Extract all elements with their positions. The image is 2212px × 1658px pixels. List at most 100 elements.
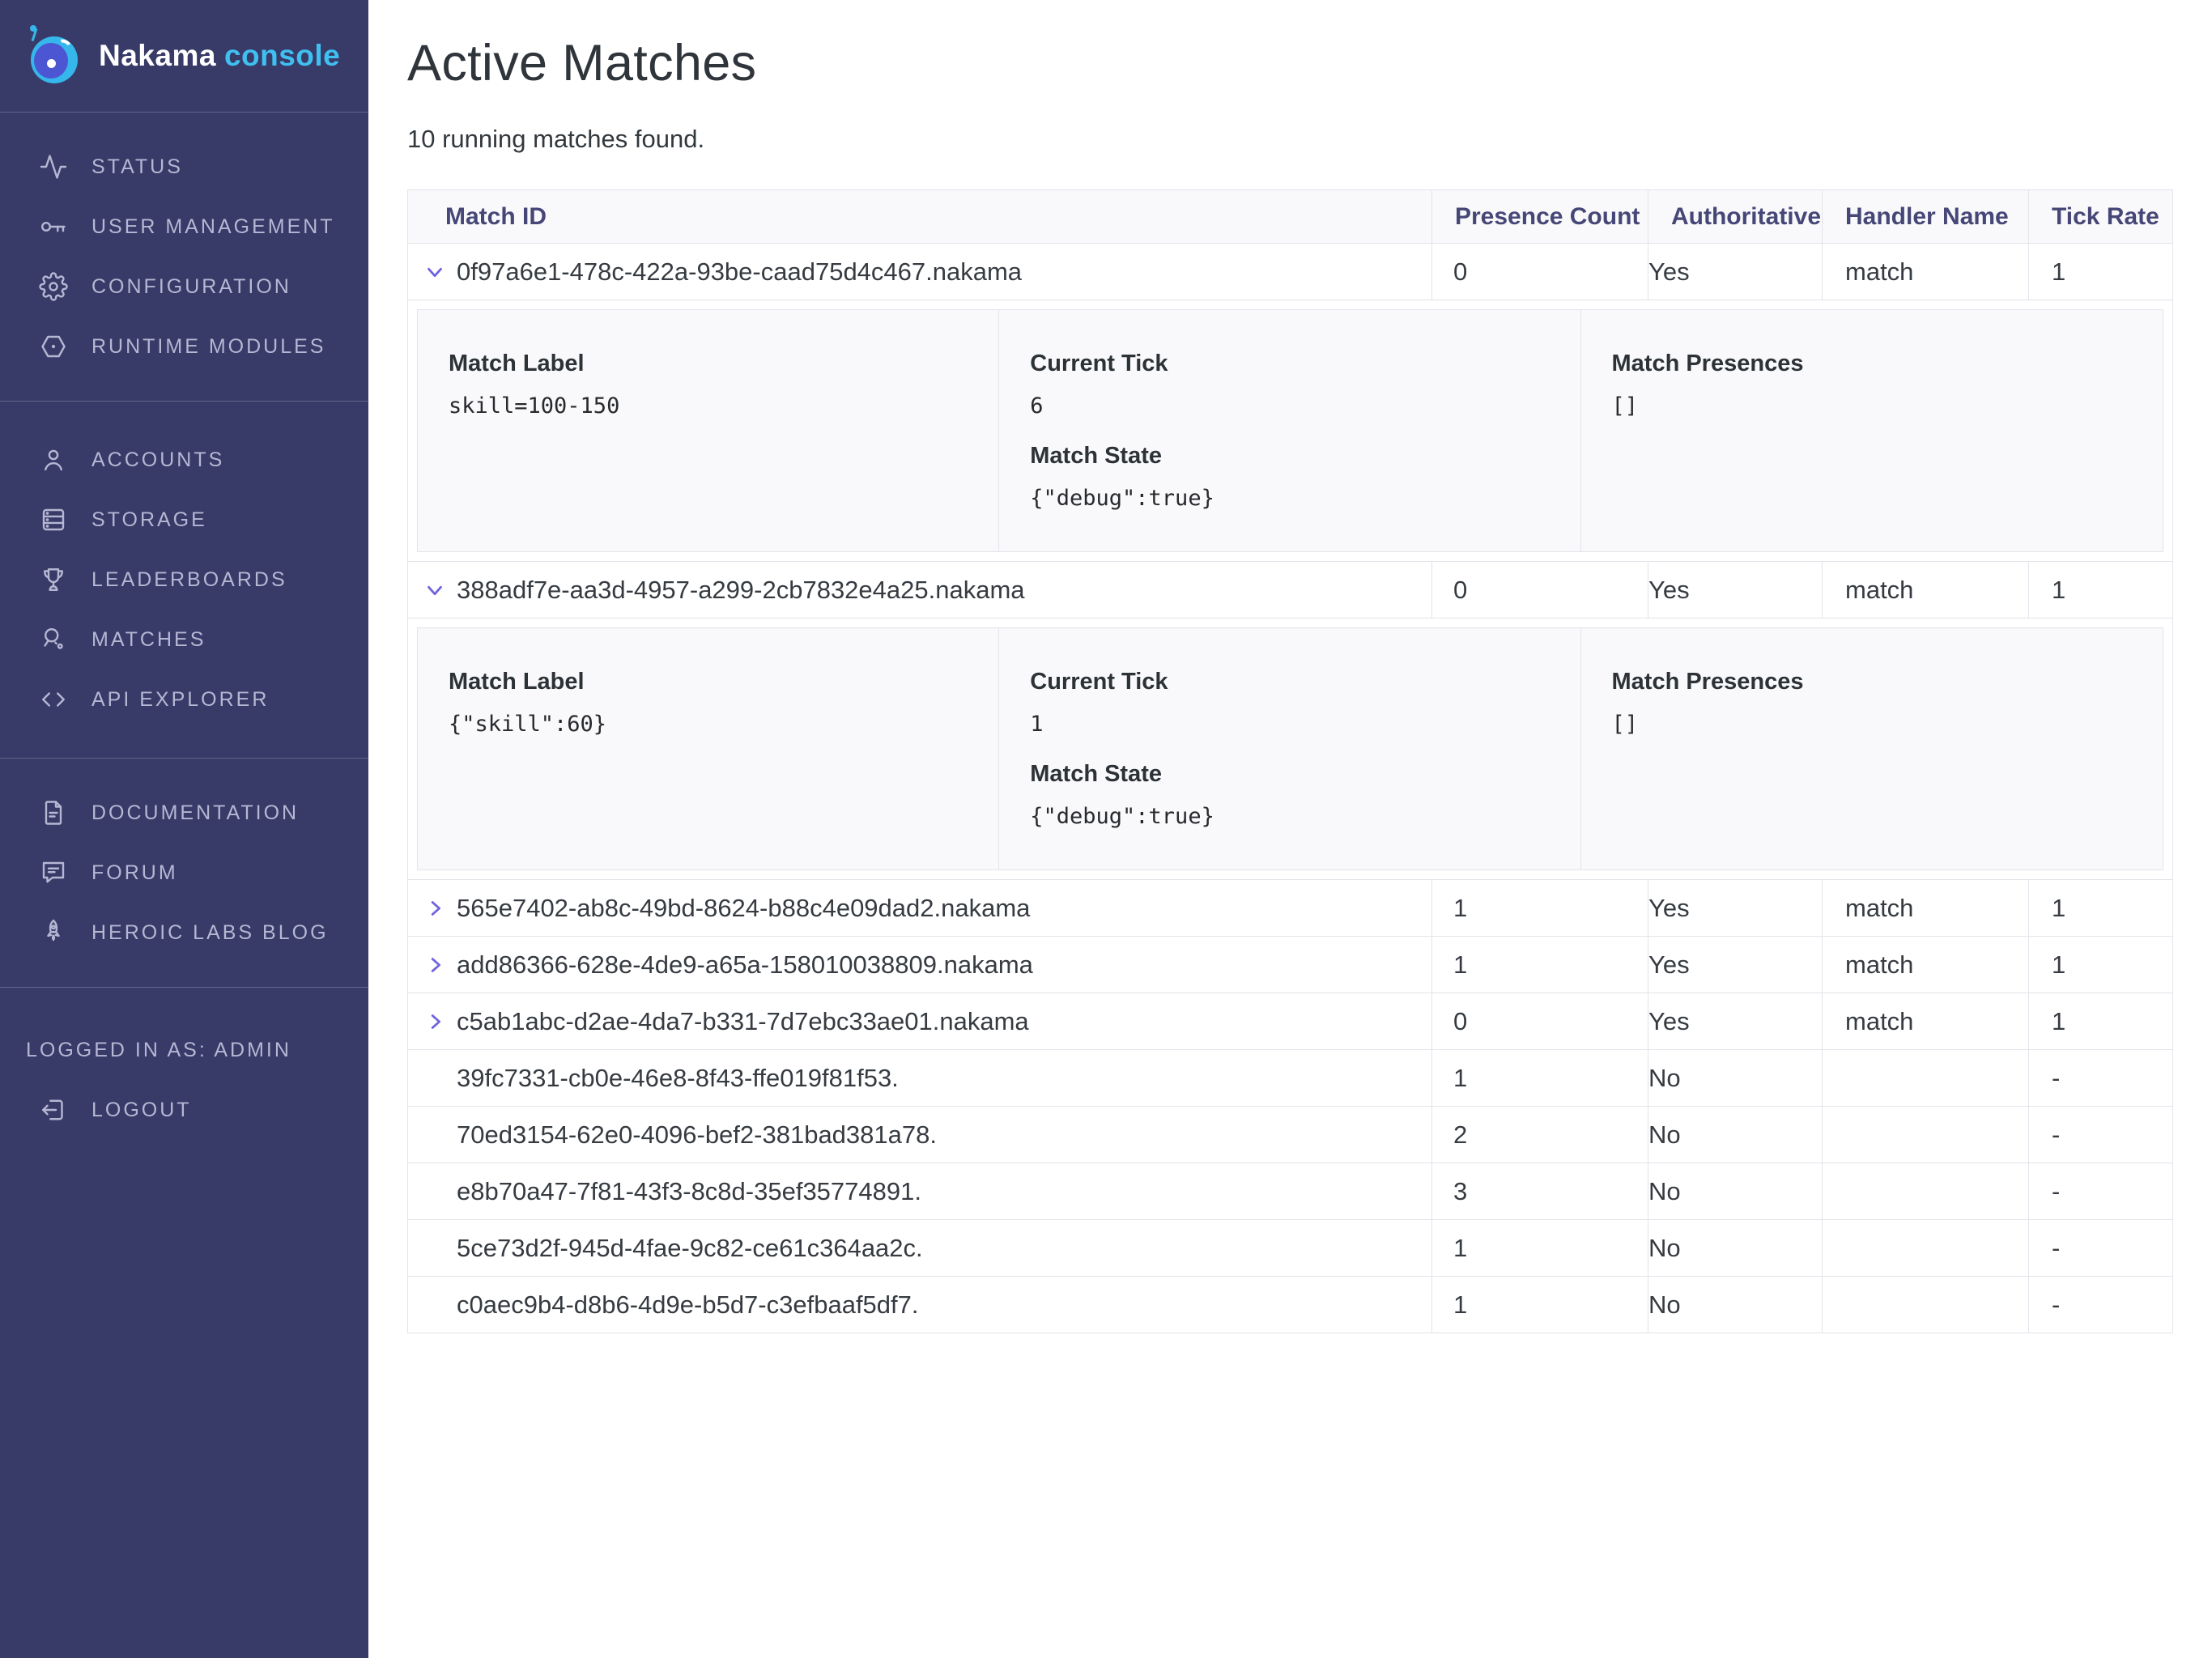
code-icon — [38, 684, 69, 715]
sidebar-item-label: STATUS — [91, 155, 183, 178]
sidebar-item-documentation[interactable]: DOCUMENTATION — [0, 783, 368, 843]
presence-count: 0 — [1431, 243, 1648, 300]
match-id: c5ab1abc-d2ae-4da7-b331-7d7ebc33ae01.nak… — [457, 1006, 1029, 1035]
match-id: 70ed3154-62e0-4096-bef2-381bad381a78. — [457, 1120, 937, 1149]
match-presences-section: Match Presences [] — [1581, 310, 2163, 551]
hexagon-icon — [38, 331, 69, 362]
column-header-tick-rate: Tick Rate — [2028, 189, 2173, 244]
table-row[interactable]: c5ab1abc-d2ae-4da7-b331-7d7ebc33ae01.nak… — [407, 993, 2173, 1050]
authoritative: Yes — [1648, 879, 1823, 937]
handler-name — [1822, 1106, 2029, 1163]
sidebar-item-accounts[interactable]: ACCOUNTS — [0, 430, 368, 490]
sidebar-item-runtime-modules[interactable]: RUNTIME MODULES — [0, 317, 368, 376]
tick-rate: 1 — [2028, 243, 2173, 300]
match-label-heading: Match Label — [449, 351, 585, 376]
match-detail-panel: Match Label skill=100-150 Current Tick 6… — [417, 309, 2163, 552]
match-detail-row: Match Label skill=100-150 Current Tick 6… — [407, 300, 2173, 562]
authoritative: No — [1648, 1276, 1823, 1333]
presence-count: 0 — [1431, 993, 1648, 1050]
sidebar-item-label: DOCUMENTATION — [91, 801, 300, 824]
sidebar-item-label: CONFIGURATION — [91, 274, 291, 298]
tick-rate: - — [2028, 1163, 2173, 1220]
logged-in-as: LOGGED IN AS: ADMIN — [0, 1020, 368, 1080]
sidebar-item-api-explorer[interactable]: API EXPLORER — [0, 670, 368, 729]
nav-group-data: ACCOUNTS STORAGE LEADERBOARDS MATCHES AP… — [0, 402, 368, 759]
table-row[interactable]: add86366-628e-4de9-a65a-158010038809.nak… — [407, 936, 2173, 993]
chevron-right-icon[interactable] — [423, 896, 447, 920]
storage-icon — [38, 504, 69, 535]
chevron-right-icon[interactable] — [423, 953, 447, 977]
presence-count: 2 — [1431, 1106, 1648, 1163]
nav-group-resources: DOCUMENTATION FORUM HEROIC LABS BLOG — [0, 759, 368, 988]
table-row: 5ce73d2f-945d-4fae-9c82-ce61c364aa2c. 1 … — [407, 1219, 2173, 1277]
sidebar-item-label: ACCOUNTS — [91, 448, 225, 471]
tick-rate: 1 — [2028, 993, 2173, 1050]
tick-state-section: Current Tick 6 Match State {"debug":true… — [999, 310, 1581, 551]
column-header-handler-name: Handler Name — [1822, 189, 2029, 244]
match-id: add86366-628e-4de9-a65a-158010038809.nak… — [457, 950, 1033, 979]
presence-count: 1 — [1431, 936, 1648, 993]
nakama-robot-icon — [26, 25, 83, 87]
match-id: 39fc7331-cb0e-46e8-8f43-ffe019f81f53. — [457, 1063, 899, 1092]
sidebar-item-label: HEROIC LABS BLOG — [91, 920, 329, 944]
authoritative: No — [1648, 1163, 1823, 1220]
sidebar-item-storage[interactable]: STORAGE — [0, 490, 368, 550]
main-content: Active Matches 10 running matches found.… — [368, 0, 2212, 1658]
table-row: c0aec9b4-d8b6-4d9e-b5d7-c3efbaaf5df7. 1 … — [407, 1276, 2173, 1333]
logged-in-as-label: LOGGED IN AS: ADMIN — [26, 1038, 291, 1061]
authoritative: No — [1648, 1049, 1823, 1107]
sidebar-item-heroic-labs-blog[interactable]: HEROIC LABS BLOG — [0, 903, 368, 963]
match-id: e8b70a47-7f81-43f3-8c8d-35ef35774891. — [457, 1176, 921, 1205]
sidebar-item-label: USER MANAGEMENT — [91, 215, 335, 238]
document-icon — [38, 797, 69, 828]
chevron-down-icon[interactable] — [423, 260, 447, 284]
handler-name — [1822, 1049, 2029, 1107]
sidebar-item-user-management[interactable]: USER MANAGEMENT — [0, 197, 368, 257]
match-presences-value: [] — [1611, 712, 1639, 737]
match-state-value: {"debug":true} — [1030, 804, 1214, 829]
handler-name: match — [1822, 936, 2029, 993]
logout-button[interactable]: LOGOUT — [0, 1080, 368, 1140]
match-presences-heading: Match Presences — [1611, 351, 1804, 376]
current-tick-heading: Current Tick — [1030, 669, 1168, 695]
match-id: 0f97a6e1-478c-422a-93be-caad75d4c467.nak… — [457, 257, 1023, 286]
authoritative: No — [1648, 1219, 1823, 1277]
match-label-value: {"skill":60} — [449, 712, 607, 737]
table-row[interactable]: 388adf7e-aa3d-4957-a299-2cb7832e4a25.nak… — [407, 561, 2173, 619]
page-title: Active Matches — [407, 35, 757, 91]
match-label-section: Match Label {"skill":60} — [418, 628, 1000, 869]
authoritative: No — [1648, 1106, 1823, 1163]
tick-rate: - — [2028, 1219, 2173, 1277]
match-id: 565e7402-ab8c-49bd-8624-b88c4e09dad2.nak… — [457, 893, 1031, 922]
table-row[interactable]: 0f97a6e1-478c-422a-93be-caad75d4c467.nak… — [407, 243, 2173, 300]
sidebar-item-configuration[interactable]: CONFIGURATION — [0, 257, 368, 317]
table-row[interactable]: 565e7402-ab8c-49bd-8624-b88c4e09dad2.nak… — [407, 879, 2173, 937]
sidebar-item-forum[interactable]: FORUM — [0, 843, 368, 903]
tick-rate: 1 — [2028, 936, 2173, 993]
sidebar-item-leaderboards[interactable]: LEADERBOARDS — [0, 550, 368, 610]
presence-count: 0 — [1431, 561, 1648, 619]
tick-rate: 1 — [2028, 879, 2173, 937]
match-count-text: 10 running matches found. — [407, 125, 705, 153]
sidebar-item-label: MATCHES — [91, 627, 206, 651]
chevron-right-icon[interactable] — [423, 1010, 447, 1034]
match-presences-value: [] — [1611, 393, 1639, 419]
presence-count: 3 — [1431, 1163, 1648, 1220]
match-id: 388adf7e-aa3d-4957-a299-2cb7832e4a25.nak… — [457, 575, 1025, 604]
sidebar-item-status[interactable]: STATUS — [0, 137, 368, 197]
handler-name — [1822, 1163, 2029, 1220]
match-state-heading: Match State — [1030, 443, 1163, 469]
app-logo[interactable]: Nakama console — [0, 0, 368, 113]
sidebar-item-matches[interactable]: MATCHES — [0, 610, 368, 670]
match-state-heading: Match State — [1030, 761, 1163, 787]
presence-count: 1 — [1431, 1276, 1648, 1333]
match-label-value: skill=100-150 — [449, 393, 620, 419]
tick-rate: 1 — [2028, 561, 2173, 619]
logout-label: LOGOUT — [91, 1098, 192, 1121]
presence-count: 1 — [1431, 1219, 1648, 1277]
chevron-down-icon[interactable] — [423, 578, 447, 602]
trophy-icon — [38, 564, 69, 595]
sidebar-item-label: FORUM — [91, 861, 178, 884]
activity-icon — [38, 151, 69, 182]
logout-icon — [38, 1095, 69, 1125]
